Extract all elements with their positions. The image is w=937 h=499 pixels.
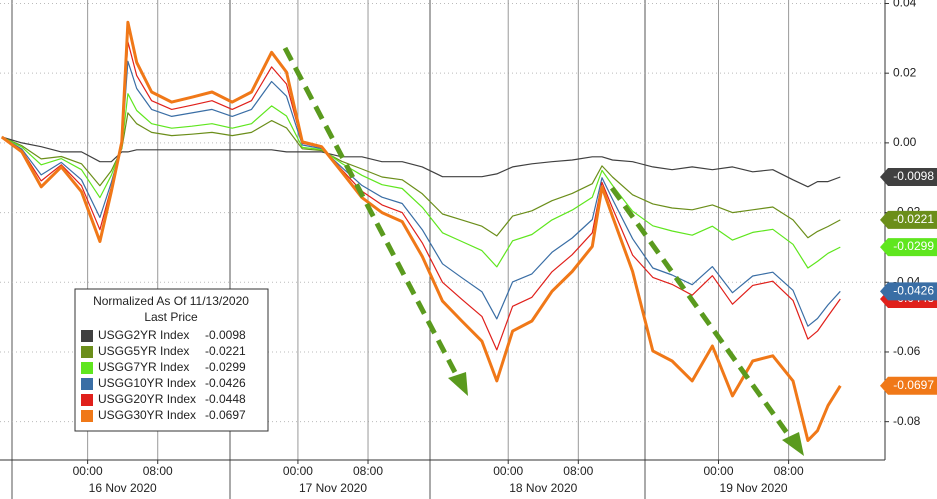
legend-value: -0.0448 [205, 392, 246, 406]
lines [0, 20, 842, 442]
legend: Normalized As Of 11/13/2020 Last Price U… [74, 288, 269, 432]
x-date-label: 16 Nov 2020 [89, 481, 157, 495]
legend-box [74, 288, 269, 432]
series-line [1, 93, 841, 269]
trend-arrows [282, 46, 804, 456]
last-price-label: -0.0426 [893, 284, 934, 298]
session-separators [11, 0, 646, 499]
legend-swatch [81, 330, 93, 342]
legend-label: USGG7YR Index [98, 360, 189, 374]
legend-title: Normalized As Of 11/13/2020 [93, 294, 249, 308]
y-tick-label: -0.08 [893, 414, 921, 428]
legend-value: -0.0697 [205, 408, 246, 422]
last-price-label: -0.0299 [893, 239, 934, 253]
last-price-label: -0.0697 [893, 378, 934, 392]
series-line [1, 136, 841, 188]
legend-value: -0.0221 [205, 344, 246, 358]
legend-label: USGG5YR Index [98, 344, 189, 358]
legend-label: USGG20YR Index [98, 392, 196, 406]
x-tick-label: 08:00 [143, 464, 173, 478]
last-price-tag [880, 376, 937, 395]
x-date-label: 18 Nov 2020 [509, 481, 577, 495]
x-tick-label: 08:00 [563, 464, 593, 478]
legend-swatch [81, 362, 93, 374]
legend-swatch [81, 378, 93, 390]
legend-swatch [81, 410, 93, 422]
legend-value: -0.0426 [205, 376, 246, 390]
legend-label: USGG30YR Index [98, 408, 196, 422]
x-tick-label: 08:00 [774, 464, 804, 478]
x-tick-label: 00:00 [283, 464, 313, 478]
last-price-label: -0.0221 [893, 212, 934, 226]
last-price-tags: -0.0098-0.0221-0.0299-0.0448-0.0697-0.04… [880, 168, 937, 395]
last-price-tag [880, 282, 937, 301]
x-tick-label: 00:00 [703, 464, 733, 478]
legend-swatch [81, 394, 93, 406]
legend-value: -0.0098 [205, 328, 246, 342]
series-line [1, 60, 841, 327]
series-line [0, 20, 842, 442]
last-price-tag [880, 168, 937, 187]
y-tick-label: 0.00 [893, 135, 917, 149]
series-line [1, 112, 841, 239]
y-tick-label: 0.04 [893, 0, 917, 10]
x-date-label: 19 Nov 2020 [720, 481, 788, 495]
last-price-label: -0.0098 [893, 169, 934, 183]
x-tick-label: 08:00 [353, 464, 383, 478]
legend-value: -0.0299 [205, 360, 246, 374]
y-tick-label: 0.02 [893, 65, 917, 79]
x-date-label: 17 Nov 2020 [299, 481, 367, 495]
last-price-tag [880, 238, 937, 257]
last-price-tag [880, 210, 937, 229]
y-tick-label: -0.06 [893, 344, 921, 358]
legend-swatch [81, 346, 93, 358]
legend-label: USGG2YR Index [98, 328, 189, 342]
legend-label: USGG10YR Index [98, 376, 196, 390]
x-tick-label: 00:00 [493, 464, 523, 478]
legend-subtitle: Last Price [144, 310, 198, 324]
x-tick-label: 00:00 [73, 464, 103, 478]
